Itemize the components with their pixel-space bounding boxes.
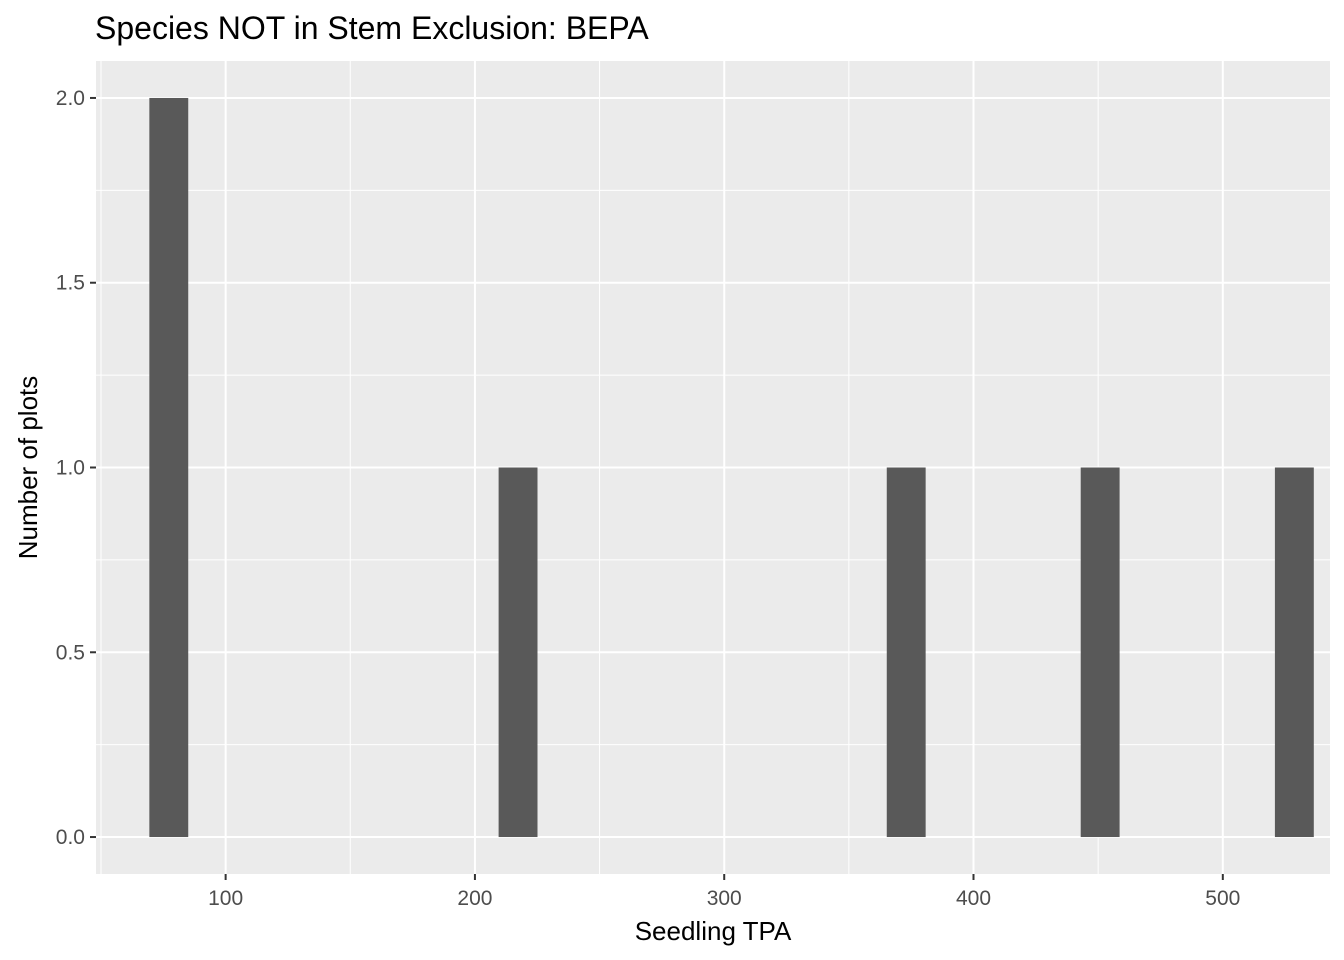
histogram-bar — [886, 467, 926, 838]
chart-title: Species NOT in Stem Exclusion: BEPA — [95, 10, 649, 46]
y-axis-title: Number of plots — [13, 376, 43, 560]
x-tick-label: 500 — [1205, 887, 1240, 910]
x-tick-label: 100 — [208, 887, 243, 910]
histogram-bar — [1274, 467, 1314, 838]
y-tick-label: 1.5 — [56, 272, 85, 295]
y-tick-label: 1.0 — [56, 457, 85, 480]
x-tick-label: 400 — [956, 887, 991, 910]
x-axis-title: Seedling TPA — [635, 916, 792, 946]
histogram-bar — [498, 467, 538, 838]
x-tick-label: 200 — [457, 887, 492, 910]
histogram-bar — [149, 97, 189, 838]
y-tick-label: 0.0 — [56, 826, 85, 849]
grid-lines — [96, 61, 1330, 874]
x-tick-label: 300 — [707, 887, 742, 910]
axes: 100 200 300 400 500 0.0 0.5 1.0 1.5 2.0 — [56, 87, 1241, 910]
y-tick-label: 2.0 — [56, 87, 85, 110]
y-tick-label: 0.5 — [56, 641, 85, 664]
bars — [149, 97, 1314, 838]
histogram-bar — [1080, 467, 1120, 838]
